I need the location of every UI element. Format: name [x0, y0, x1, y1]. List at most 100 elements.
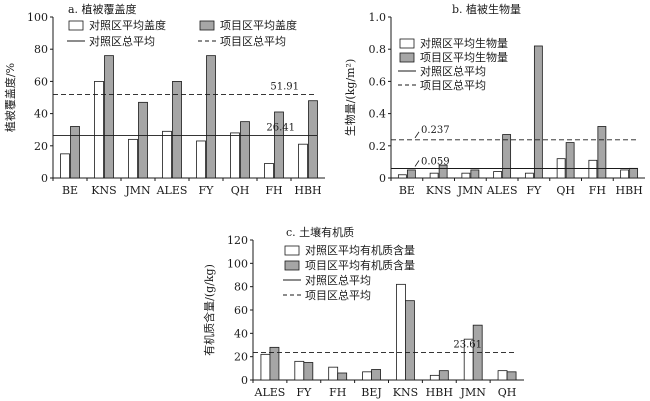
- y-tick-label: 80: [34, 43, 48, 56]
- y-tick-label: 0: [379, 172, 386, 185]
- chart-title: a. 植被覆盖度: [68, 2, 137, 16]
- project-bar: [138, 101, 148, 179]
- project-bar: [172, 81, 182, 179]
- control-bar: [397, 174, 407, 179]
- legend-swatch: [284, 260, 300, 271]
- legend-label: 项目区平均有机质含量: [305, 258, 415, 272]
- x-tick-label: KNS: [393, 386, 418, 399]
- x-tick-label: BE: [62, 184, 78, 197]
- project-bar: [438, 164, 448, 179]
- chart-title: b. 植被生物量: [452, 2, 521, 16]
- project-bar: [303, 362, 314, 381]
- control-bar: [620, 169, 630, 179]
- project-bar: [337, 372, 348, 381]
- project-bar: [206, 55, 216, 179]
- project-bar: [274, 111, 284, 179]
- mean-label-leader: [414, 160, 420, 167]
- control-bar: [362, 371, 372, 381]
- control-bar: [524, 172, 534, 179]
- y-tick-label: 0.8: [369, 43, 387, 56]
- x-tick-label: KNS: [91, 184, 116, 197]
- y-tick-label: 0.6: [369, 75, 387, 88]
- y-tick-label: 0.4: [369, 108, 387, 121]
- project-bar: [405, 300, 415, 381]
- control-bar: [60, 153, 70, 179]
- legend-label: 项目区总平均: [420, 78, 486, 92]
- control-bar: [429, 172, 439, 179]
- control-bar: [230, 132, 240, 179]
- x-tick-label: JMN: [460, 386, 487, 399]
- legend-label: 对照区总平均: [420, 64, 486, 78]
- legend-label: 项目区总平均: [220, 34, 286, 48]
- control-bar: [461, 172, 471, 179]
- y-tick-label: 20: [34, 140, 48, 153]
- project-bar: [70, 126, 80, 179]
- x-tick-label: FH: [589, 184, 606, 197]
- x-tick-label: QH: [556, 184, 575, 197]
- control-mean-label: 0.059: [421, 157, 450, 168]
- x-tick-label: ALES: [156, 184, 188, 197]
- project-bar: [371, 369, 381, 381]
- x-tick-label: ALES: [486, 184, 518, 197]
- project-bar: [470, 169, 480, 179]
- legend-swatch: [399, 52, 415, 63]
- y-tick-label: 80: [234, 281, 248, 294]
- project-bar: [240, 121, 250, 179]
- legend-label: 项目区平均生物量: [420, 50, 508, 64]
- mean-label-leader: [414, 131, 420, 139]
- x-tick-label: FY: [296, 386, 312, 399]
- control-mean-label: 26.41: [266, 122, 295, 133]
- x-tick-label: JMN: [457, 184, 484, 197]
- control-bar: [497, 370, 508, 381]
- control-bar: [196, 140, 206, 179]
- control-bar: [294, 360, 305, 381]
- x-tick-label: FY: [526, 184, 542, 197]
- y-tick-label: 40: [34, 108, 48, 121]
- y-tick-label: 20: [234, 351, 248, 364]
- control-bar: [328, 366, 339, 381]
- x-tick-label: KNS: [426, 184, 451, 197]
- project-bar: [269, 346, 280, 381]
- x-tick-label: BE: [399, 184, 415, 197]
- control-bar: [588, 159, 598, 179]
- control-bar: [298, 143, 308, 179]
- project-bar: [506, 371, 517, 381]
- project-bar: [565, 142, 575, 179]
- y-axis-label: 生物量/(kg/m²): [343, 59, 357, 137]
- project-bar: [597, 126, 607, 179]
- legend-swatch: [284, 245, 300, 256]
- legend-swatch: [199, 20, 215, 31]
- control-bar: [493, 171, 503, 179]
- control-bar: [162, 130, 172, 179]
- project-bar: [629, 167, 639, 179]
- legend-label: 项目区总平均: [305, 288, 371, 302]
- y-tick-label: 0.2: [369, 140, 387, 153]
- y-tick-label: 60: [34, 75, 48, 88]
- project-bar: [438, 370, 449, 381]
- chart-title: c. 土壤有机质: [286, 225, 354, 239]
- legend-label: 对照区总平均: [89, 34, 155, 48]
- control-bar: [128, 138, 138, 179]
- y-axis-label: 有机质含量/(g/kg): [202, 264, 216, 356]
- project-bar: [406, 169, 416, 179]
- project-mean-label: 0.237: [421, 125, 450, 136]
- control-bar: [396, 283, 406, 381]
- x-tick-label: HBH: [294, 184, 321, 197]
- project-bar: [104, 55, 114, 179]
- x-tick-label: HBH: [615, 184, 642, 197]
- y-tick-label: 100: [227, 257, 248, 270]
- y-tick-label: 0: [41, 172, 48, 185]
- control-bar: [264, 163, 274, 179]
- project-mean-label: 23.61: [453, 339, 482, 350]
- control-bar: [94, 81, 104, 179]
- project-mean-label: 51.91: [270, 81, 299, 92]
- x-tick-label: BEJ: [361, 386, 382, 399]
- legend-label: 对照区平均有机质含量: [305, 243, 415, 257]
- x-tick-label: HBH: [426, 386, 453, 399]
- y-axis-label: 植被覆盖度/%: [3, 63, 17, 132]
- x-tick-label: QH: [231, 184, 250, 197]
- x-tick-label: ALES: [254, 386, 286, 399]
- x-tick-label: QH: [498, 386, 517, 399]
- x-tick-label: FH: [265, 184, 282, 197]
